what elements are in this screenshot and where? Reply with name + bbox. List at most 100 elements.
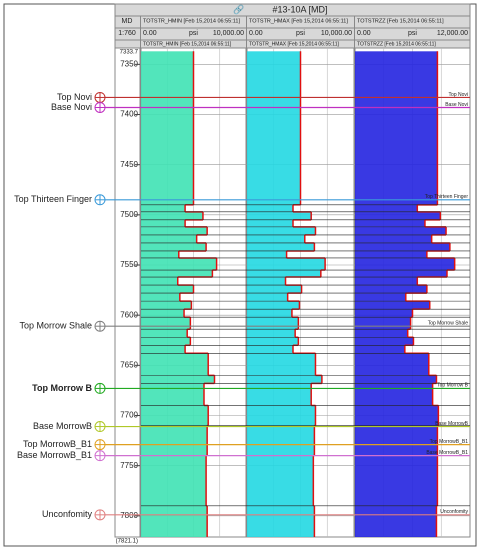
layer-fill xyxy=(141,277,178,286)
layer-fill xyxy=(141,285,194,294)
layer-fill xyxy=(247,277,286,286)
track-max: 10,000.00 xyxy=(321,30,352,37)
layer-fill xyxy=(355,234,432,243)
layer-fill xyxy=(247,293,288,302)
layer-fill xyxy=(355,277,418,286)
layer-fill xyxy=(355,383,433,406)
layer-fill xyxy=(141,353,209,376)
layer-fill xyxy=(355,250,427,258)
depth-tick-label: 7700 xyxy=(120,411,138,420)
layer-fill xyxy=(355,257,455,271)
depth-tick-label: 7650 xyxy=(120,360,138,369)
layer-fill xyxy=(247,242,315,251)
layer-fill xyxy=(141,301,192,310)
layer-fill xyxy=(141,455,207,506)
header-bg xyxy=(114,3,471,49)
layer-fill xyxy=(355,505,437,537)
layer-fill xyxy=(141,317,191,330)
layer-fill xyxy=(247,285,302,294)
layer-fill xyxy=(355,301,430,310)
top-label: Top Morrow Shale xyxy=(19,321,92,331)
depth-tick-label: 7450 xyxy=(120,160,138,169)
layer-fill xyxy=(247,345,294,354)
layer-fill xyxy=(141,250,179,258)
layer-fill xyxy=(141,375,215,384)
layer-fill xyxy=(355,211,441,220)
layer-fill xyxy=(247,270,321,278)
layer-fill xyxy=(247,234,305,243)
top-label-small: Top Thirteen Finger xyxy=(425,194,469,200)
layer-fill xyxy=(355,226,447,235)
layer-fill xyxy=(141,337,191,346)
layer-fill xyxy=(247,375,322,384)
layer-fill xyxy=(141,329,188,338)
layer-fill xyxy=(247,337,299,346)
top-label-small: Top Morrow B xyxy=(437,383,469,389)
top-label: Base MorrowB_B1 xyxy=(17,450,92,460)
layer-fill xyxy=(141,257,217,271)
depth-tick-label: 7750 xyxy=(120,461,138,470)
track-name-repeat: TOTSTR_HMIN [Feb 15,2014 06:55:11] xyxy=(143,41,232,47)
layer-fill xyxy=(355,455,438,506)
layer-fill xyxy=(247,250,287,258)
track-name-repeat: TOTSTRZZ [Feb 15,2014 06:55:11] xyxy=(357,41,436,47)
layer-fill xyxy=(141,242,207,251)
layer-fill xyxy=(247,51,301,205)
top-label-small: Top MorrowB_B1 xyxy=(430,439,469,445)
track-min: 0.00 xyxy=(357,30,371,37)
layer-fill xyxy=(247,353,316,376)
layer-fill xyxy=(247,505,315,537)
layer-fill xyxy=(141,219,186,227)
track-unit: psi xyxy=(189,30,198,37)
layer-fill xyxy=(247,309,292,318)
top-label: Top Thirteen Finger xyxy=(14,194,92,204)
track-unit: psi xyxy=(296,30,305,37)
layer-fill xyxy=(355,317,411,330)
track-name: TOTSTRZZ [Feb 15,2014 06:55:11] xyxy=(357,18,444,24)
layer-fill xyxy=(355,337,414,346)
depth-scale: 1:760 xyxy=(118,30,136,37)
layer-fill xyxy=(355,242,450,251)
depth-tick-label: 7500 xyxy=(120,210,138,219)
well-title: #13-10A [MD] xyxy=(272,4,327,14)
top-label: Base MorrowB xyxy=(33,421,92,431)
depth-tick-label: 7800 xyxy=(120,511,138,520)
top-label: Base Novi xyxy=(51,102,92,112)
top-label-small: Base Novi xyxy=(445,102,468,108)
layer-fill xyxy=(141,270,213,278)
top-label-small: Top Morrow Shale xyxy=(428,321,469,327)
top-label-small: Base MorrowB_B1 xyxy=(426,450,468,456)
layer-fill xyxy=(355,345,405,354)
depth-tick-label: 7600 xyxy=(120,310,138,319)
track-name: TOTSTR_HMIN [Feb 15,2014 06:55:11] xyxy=(143,18,240,24)
layer-fill xyxy=(355,293,406,302)
layer-fill xyxy=(355,353,429,376)
depth-tick-label: (7821.1) xyxy=(116,539,138,545)
layer-fill xyxy=(355,270,447,278)
layer-fill xyxy=(355,219,425,227)
layer-fill xyxy=(141,204,186,212)
layer-fill xyxy=(355,51,438,205)
depth-tick-label: 7550 xyxy=(120,260,138,269)
track-min: 0.00 xyxy=(143,30,157,37)
layer-fill xyxy=(141,234,197,243)
layer-fill xyxy=(141,293,180,302)
depth-tick-label: 7333.7 xyxy=(120,50,139,56)
layer-fill xyxy=(355,329,408,338)
layer-fill xyxy=(355,425,438,456)
layer-fill xyxy=(247,317,299,330)
depth-tick-label: 7400 xyxy=(120,110,138,119)
layer-fill xyxy=(247,211,312,220)
layer-fill xyxy=(247,301,300,310)
track-unit: psi xyxy=(408,30,417,37)
layer-fill xyxy=(247,383,312,406)
track-max: 10,000.00 xyxy=(213,30,244,37)
top-label: Unconfomity xyxy=(42,509,93,519)
layer-fill xyxy=(141,309,185,318)
layer-fill xyxy=(141,226,208,235)
track-max: 12,000.00 xyxy=(437,30,468,37)
layer-fill xyxy=(141,505,208,537)
track-name-repeat: TOTSTR_HMAX [Feb 15,2014 06:55:11] xyxy=(249,41,339,47)
